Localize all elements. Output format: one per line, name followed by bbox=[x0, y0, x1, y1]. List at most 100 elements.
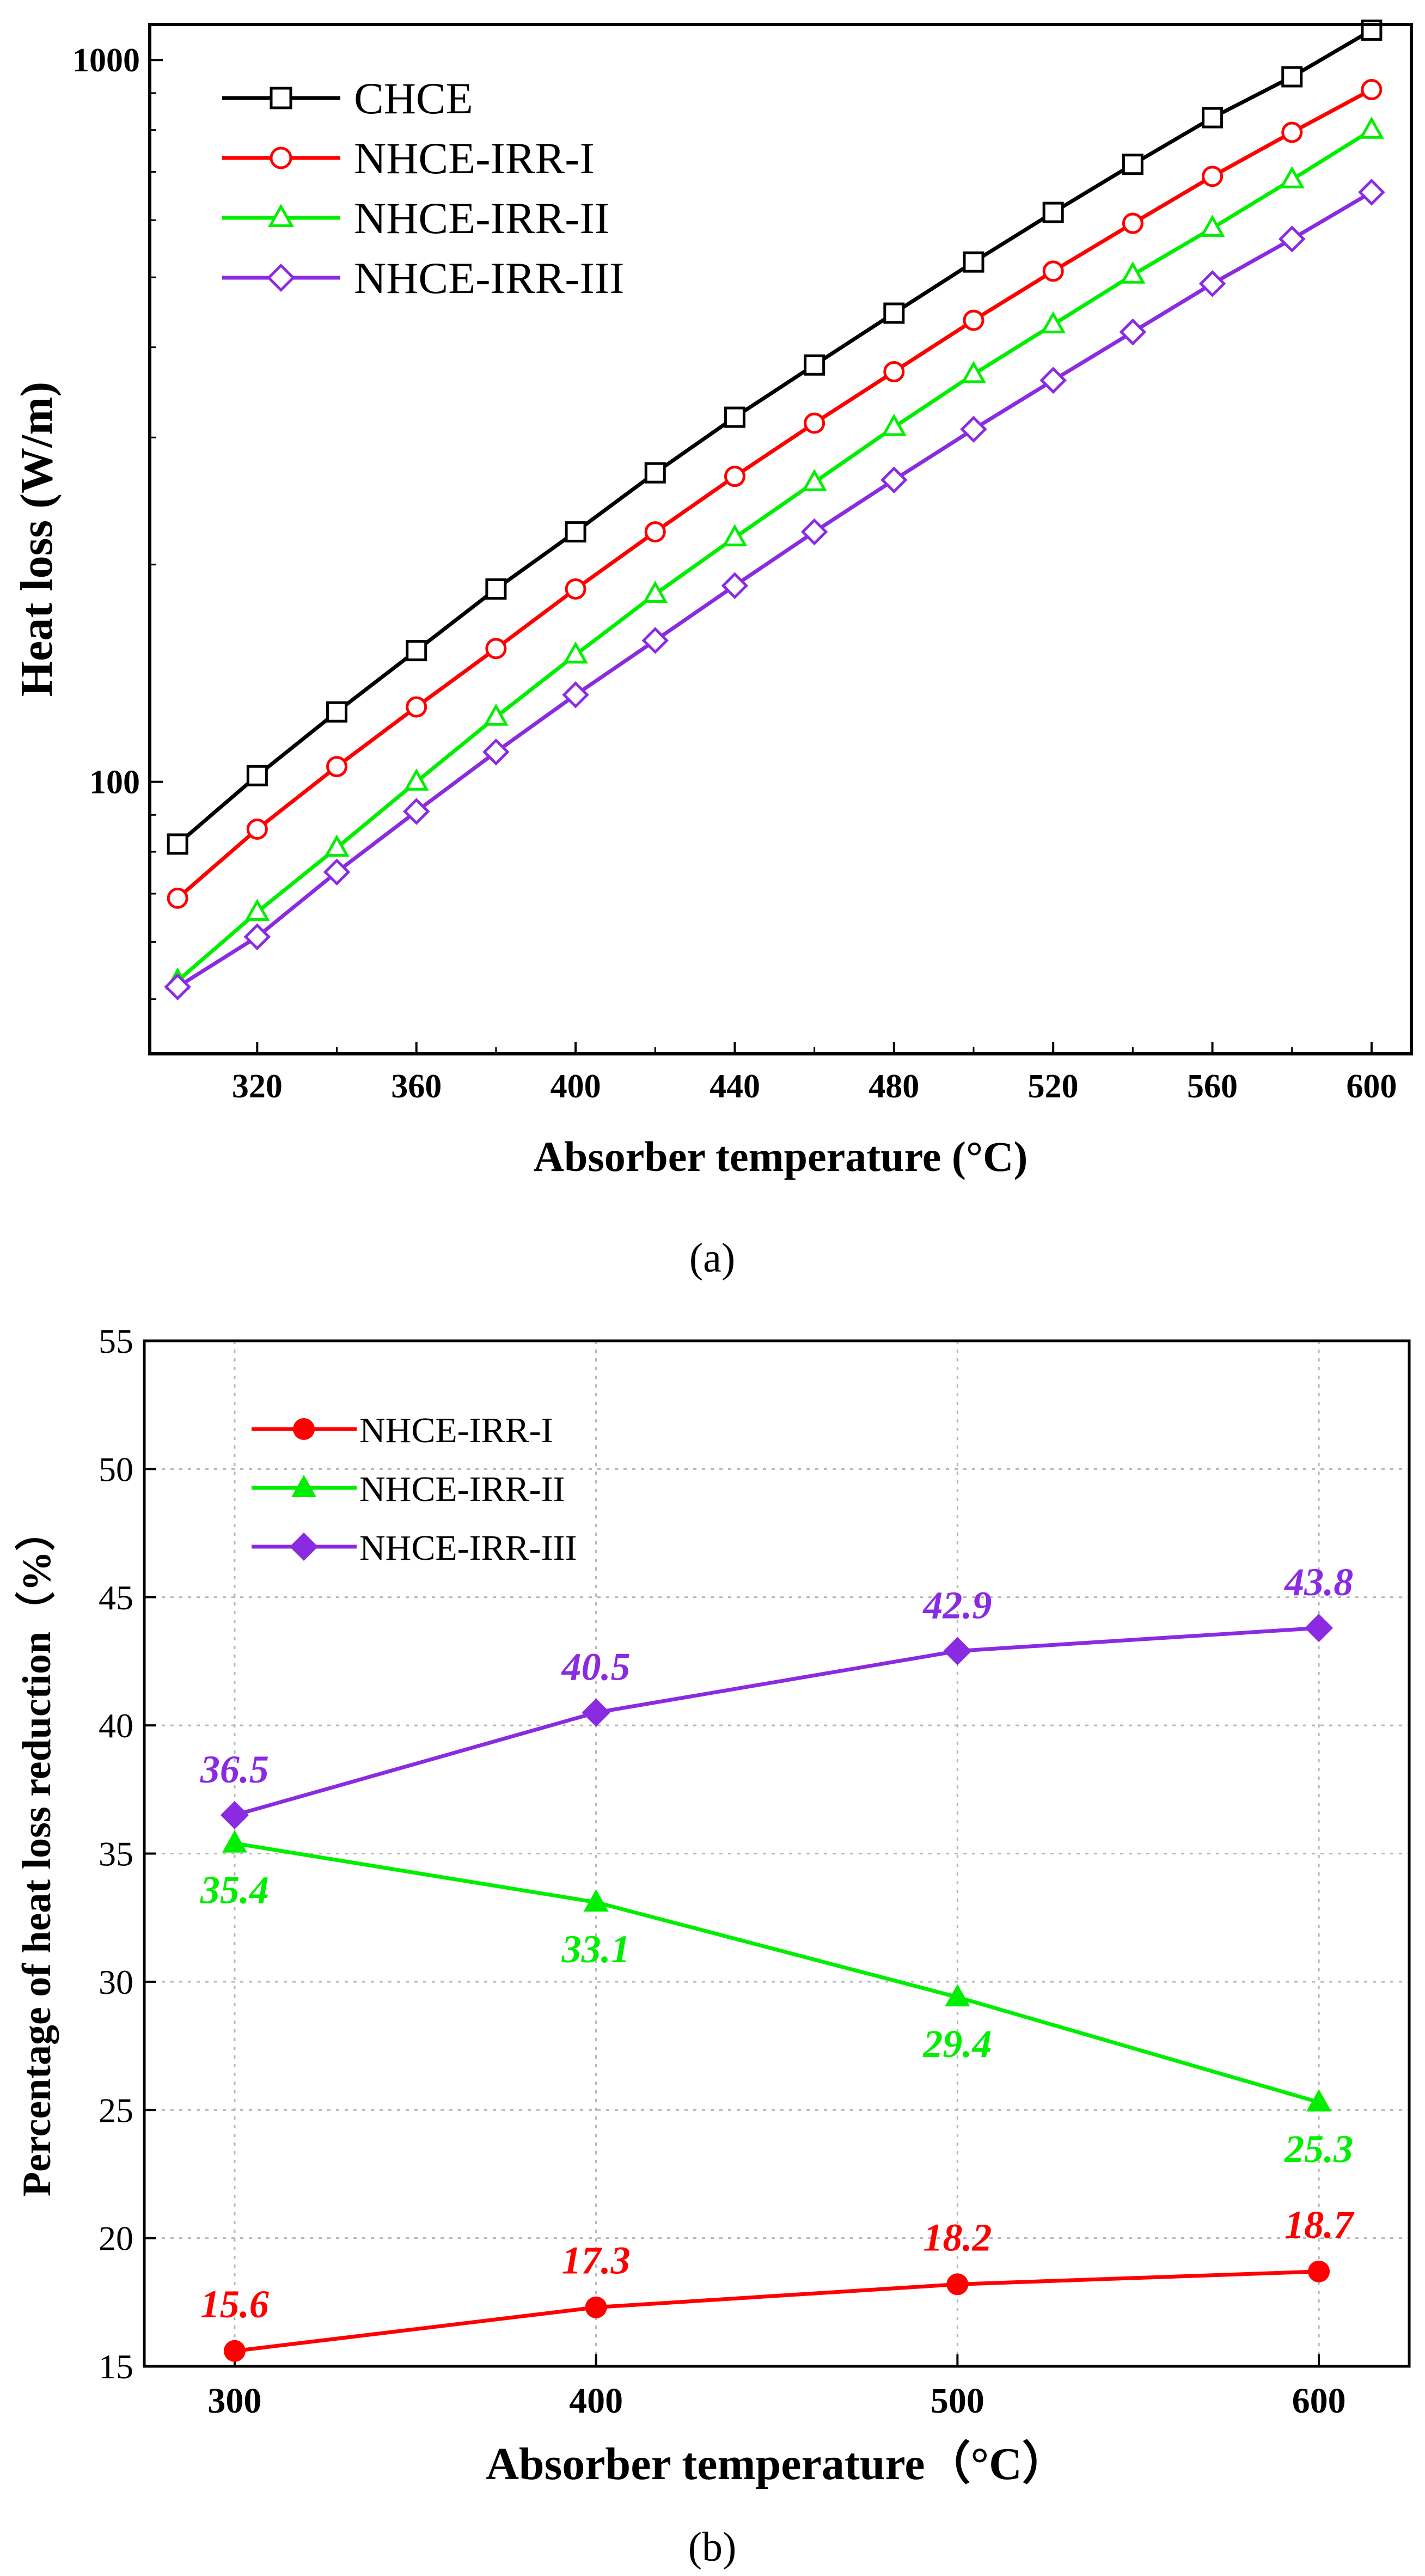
data-point-nhce-irr-i bbox=[585, 2296, 607, 2318]
data-point-nhce-irr-i bbox=[1281, 121, 1303, 143]
x-tick-label: 400 bbox=[569, 2381, 623, 2421]
legend-label-nhce-irr-iii: NHCE-IRR-III bbox=[354, 253, 624, 303]
series-chce bbox=[167, 19, 1383, 855]
data-label-nhce-irr-i: 18.7 bbox=[1285, 2203, 1355, 2247]
data-point-chce bbox=[326, 701, 348, 723]
y-axis-title: Heat loss (W/m) bbox=[11, 382, 62, 697]
x-tick-label: 500 bbox=[931, 2381, 984, 2421]
y-tick-label: 45 bbox=[99, 1578, 133, 1617]
data-point-chce bbox=[167, 833, 188, 855]
series-line-nhce-irr-i bbox=[176, 88, 1373, 900]
data-point-nhce-irr-i bbox=[223, 2340, 246, 2362]
data-point-chce bbox=[246, 765, 268, 786]
legend-label-nhce-irr-i: NHCE-IRR-I bbox=[359, 1411, 553, 1450]
data-label-nhce-irr-iii: 40.5 bbox=[561, 1645, 631, 1689]
data-label-nhce-irr-i: 17.3 bbox=[562, 2239, 631, 2282]
data-point-nhce-irr-iii bbox=[943, 1637, 972, 1665]
x-tick-label: 440 bbox=[710, 1068, 760, 1105]
data-point-nhce-irr-iii bbox=[1305, 1614, 1334, 1643]
y-tick-label: 15 bbox=[99, 2347, 133, 2386]
data-point-nhce-irr-ii bbox=[563, 641, 589, 664]
data-point-nhce-irr-i bbox=[1308, 2260, 1330, 2282]
y-tick-label: 55 bbox=[99, 1322, 133, 1360]
series-nhce-irr-i bbox=[167, 79, 1383, 909]
legend-marker-nhce-irr-i bbox=[270, 146, 292, 169]
data-point-nhce-irr-i bbox=[485, 638, 507, 660]
legend-label-nhce-irr-ii: NHCE-IRR-II bbox=[359, 1469, 565, 1509]
chart-panel-a: 320 360 400 440 480 520 560 600 100 1000 CHCE NHCE-… bbox=[11, 19, 1413, 1281]
x-tick-label: 320 bbox=[232, 1068, 283, 1105]
y-tick-label: 100 bbox=[89, 764, 140, 801]
data-point-nhce-irr-iii bbox=[582, 1698, 610, 1727]
plot-frame bbox=[148, 23, 1413, 1055]
data-point-nhce-irr-ii bbox=[643, 581, 668, 603]
data-label-nhce-irr-iii: 36.5 bbox=[200, 1748, 269, 1791]
data-point-chce bbox=[724, 406, 745, 428]
data-point-nhce-irr-ii bbox=[403, 768, 429, 791]
data-point-nhce-irr-ii bbox=[881, 413, 907, 436]
data-point-nhce-irr-iii bbox=[1278, 225, 1306, 253]
y-tick-label: 1000 bbox=[72, 42, 140, 79]
chart-panel-b: 300 400 500 600 15 20 25 30 35 40 45 50 55 15.6 17.3 18… bbox=[15, 1322, 1411, 2570]
y-tick-label: 50 bbox=[99, 1450, 133, 1488]
data-point-nhce-irr-ii bbox=[244, 899, 270, 921]
data-point-nhce-irr-ii bbox=[802, 468, 827, 491]
data-point-nhce-irr-ii bbox=[722, 524, 748, 547]
data-point-chce bbox=[1202, 107, 1224, 129]
data-point-nhce-irr-iii bbox=[562, 681, 589, 709]
y-tick-label: 35 bbox=[99, 1835, 133, 1873]
data-point-nhce-irr-iii bbox=[1358, 179, 1385, 206]
data-label-nhce-irr-ii: 29.4 bbox=[922, 2022, 992, 2066]
x-tick-label: 600 bbox=[1346, 1068, 1397, 1105]
data-point-nhce-irr-ii bbox=[1279, 166, 1305, 188]
x-axis-title: Absorber temperature（°C） bbox=[486, 2439, 1068, 2489]
legend-marker-nhce-irr-ii bbox=[267, 204, 295, 227]
data-point-nhce-irr-iii bbox=[1198, 270, 1226, 297]
panel-label-b: (b) bbox=[688, 2524, 737, 2570]
data-point-chce bbox=[1042, 202, 1064, 223]
data-point-nhce-irr-i bbox=[565, 578, 586, 600]
data-point-chce bbox=[485, 578, 507, 600]
data-point-chce bbox=[883, 302, 905, 324]
data-point-nhce-irr-i bbox=[246, 818, 268, 840]
data-point-nhce-irr-i bbox=[1042, 260, 1064, 282]
data-point-nhce-irr-iii bbox=[164, 973, 191, 1000]
legend-marker-nhce-irr-iii bbox=[266, 263, 296, 292]
series-nhce-irr-iii: 36.5 40.5 42.9 43.8 bbox=[200, 1560, 1353, 1829]
data-point-nhce-irr-i bbox=[326, 756, 348, 778]
legend: CHCE NHCE-IRR-I NHCE-IRR-II NHCE-IRR-III bbox=[222, 74, 624, 303]
legend-marker-nhce-irr-ii bbox=[291, 1475, 316, 1497]
x-tick-label: 300 bbox=[207, 2381, 261, 2421]
data-point-nhce-irr-ii bbox=[483, 703, 509, 726]
data-point-nhce-irr-i bbox=[724, 466, 745, 487]
data-point-nhce-irr-iii bbox=[880, 466, 908, 494]
data-point-nhce-irr-ii bbox=[1120, 261, 1146, 284]
y-tick-label: 20 bbox=[99, 2219, 133, 2258]
data-point-nhce-irr-iii bbox=[243, 923, 271, 950]
data-point-chce bbox=[963, 251, 984, 273]
x-tick-label: 600 bbox=[1292, 2381, 1346, 2421]
series-line-chce bbox=[176, 28, 1373, 846]
data-point-chce bbox=[1281, 66, 1303, 88]
data-point-nhce-irr-iii bbox=[721, 572, 749, 600]
x-tick-label: 400 bbox=[551, 1068, 601, 1105]
data-point-nhce-irr-i bbox=[644, 521, 666, 543]
data-point-chce bbox=[1122, 154, 1143, 175]
x-tick-label: 560 bbox=[1187, 1068, 1238, 1105]
legend-marker-chce bbox=[270, 87, 292, 109]
data-label-nhce-irr-i: 18.2 bbox=[923, 2215, 992, 2259]
data-point-nhce-irr-i bbox=[804, 412, 825, 434]
data-point-chce bbox=[644, 462, 666, 484]
data-point-nhce-irr-i bbox=[963, 309, 984, 331]
data-point-nhce-irr-iii bbox=[1039, 367, 1067, 394]
legend: NHCE-IRR-I NHCE-IRR-II NHCE-IRR-III bbox=[252, 1411, 577, 1568]
x-axis-title: Absorber temperature (°C) bbox=[534, 1133, 1028, 1180]
data-point-nhce-irr-iii bbox=[323, 858, 351, 886]
data-point-nhce-irr-iii bbox=[402, 798, 430, 825]
data-point-nhce-irr-i bbox=[883, 361, 905, 383]
data-point-chce bbox=[804, 354, 825, 376]
data-point-nhce-irr-i bbox=[167, 887, 188, 909]
legend-label-nhce-irr-i: NHCE-IRR-I bbox=[354, 133, 595, 183]
legend-marker-nhce-irr-i bbox=[293, 1418, 315, 1440]
